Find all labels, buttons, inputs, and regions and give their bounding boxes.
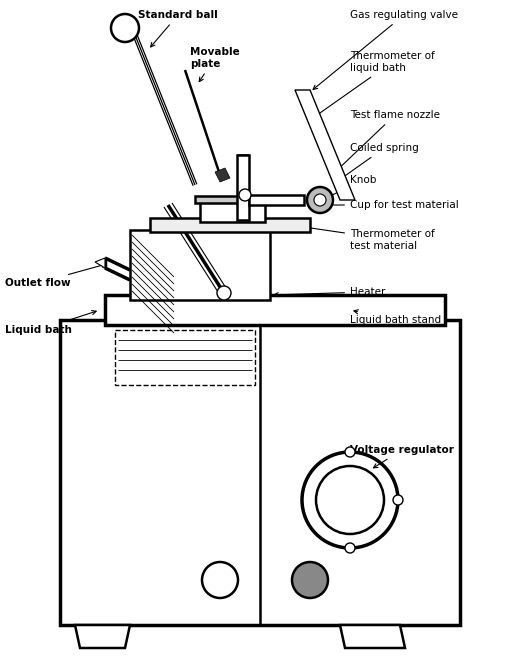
Circle shape bbox=[302, 452, 398, 548]
Text: Outlet flow: Outlet flow bbox=[5, 263, 106, 288]
Text: Thermometer of
liquid bath: Thermometer of liquid bath bbox=[313, 51, 435, 118]
Circle shape bbox=[316, 466, 384, 534]
Text: Gas regulating valve: Gas regulating valve bbox=[313, 10, 458, 90]
Bar bbox=[105, 295, 445, 325]
Polygon shape bbox=[95, 258, 105, 268]
Circle shape bbox=[202, 562, 238, 598]
Circle shape bbox=[345, 543, 355, 553]
Text: Standard ball: Standard ball bbox=[138, 10, 218, 47]
Polygon shape bbox=[215, 168, 230, 182]
Bar bbox=[237, 155, 249, 220]
Bar bbox=[150, 218, 310, 232]
Polygon shape bbox=[75, 625, 130, 648]
Circle shape bbox=[393, 495, 403, 505]
Text: Heater: Heater bbox=[274, 287, 385, 297]
Bar bbox=[195, 196, 270, 203]
Text: Knob: Knob bbox=[326, 175, 376, 198]
Circle shape bbox=[307, 187, 333, 213]
Bar bbox=[130, 230, 270, 300]
Circle shape bbox=[292, 562, 328, 598]
Polygon shape bbox=[295, 90, 355, 200]
Bar bbox=[115, 330, 255, 385]
Bar bbox=[200, 200, 265, 222]
Text: Test flame nozzle: Test flame nozzle bbox=[335, 110, 440, 172]
Polygon shape bbox=[340, 625, 405, 648]
Text: Voltage regulator: Voltage regulator bbox=[350, 445, 454, 468]
Circle shape bbox=[111, 14, 139, 42]
Circle shape bbox=[314, 194, 326, 206]
Bar bbox=[60, 320, 460, 625]
Circle shape bbox=[345, 447, 355, 457]
Text: Liquid bath: Liquid bath bbox=[5, 311, 96, 335]
Text: Movable
plate: Movable plate bbox=[190, 47, 240, 82]
Text: Thermometer of
test material: Thermometer of test material bbox=[274, 221, 435, 251]
Text: Liquid bath stand: Liquid bath stand bbox=[350, 310, 441, 325]
Circle shape bbox=[239, 189, 251, 201]
Text: Cup for test material: Cup for test material bbox=[314, 200, 459, 210]
Circle shape bbox=[217, 286, 231, 300]
Text: Coiled spring: Coiled spring bbox=[335, 143, 419, 183]
Bar bbox=[249, 195, 304, 205]
